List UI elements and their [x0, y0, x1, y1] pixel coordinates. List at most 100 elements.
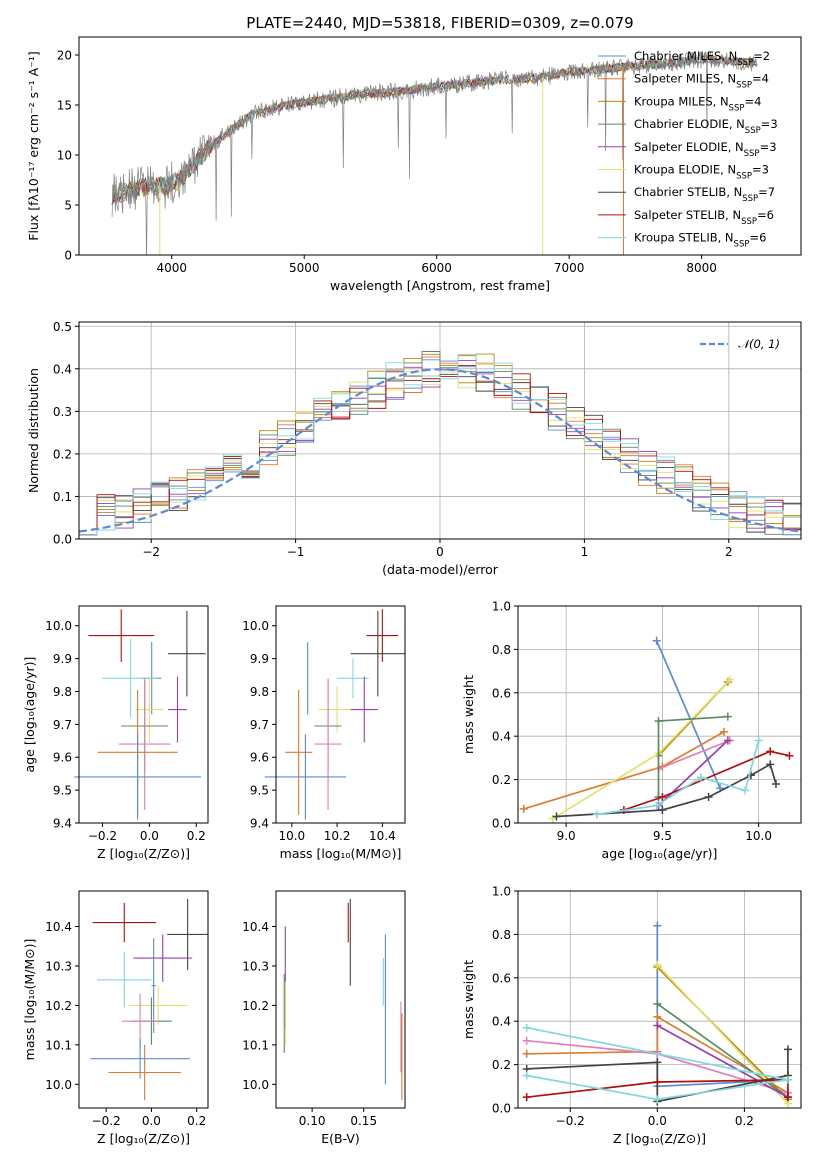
weight-line — [658, 739, 731, 770]
data-point — [350, 676, 378, 743]
y-tick-label: 0.4 — [53, 362, 72, 376]
weight-marker — [653, 960, 662, 969]
weight-marker — [725, 675, 734, 684]
y-tick-label: 9.9 — [250, 652, 269, 666]
y-tick-label: 1.0 — [492, 885, 511, 899]
weight-marker — [658, 792, 667, 801]
weight-marker — [653, 1021, 662, 1030]
y-tick-label: 10.1 — [45, 1038, 72, 1052]
weight-marker — [658, 805, 667, 814]
y-tick-label: 9.6 — [53, 751, 72, 765]
data-point — [168, 676, 187, 743]
panel-7: 0.10 0.15 10.0 10.1 10.2 10.3 10.4 E(B-V) — [242, 890, 406, 1146]
weight-marker — [653, 1077, 662, 1086]
weight-marker — [704, 792, 713, 801]
weight-line — [526, 1078, 789, 1099]
weight-marker — [783, 1093, 792, 1102]
y-tick-label: 0.8 — [492, 643, 511, 657]
y-axis-label: Flux [fλ10⁻¹⁷ erg cm⁻² s⁻¹ A⁻¹] — [26, 51, 41, 240]
weight-marker — [723, 712, 732, 721]
y-tick-label: 0.6 — [492, 971, 511, 985]
y-axis-label: mass weight — [461, 675, 476, 754]
legend: Chabrier MILES, NSSP=2 Salpeter MILES, NS… — [598, 49, 778, 250]
x-tick-label: 6000 — [421, 261, 452, 275]
y-tick-label: 9.7 — [250, 718, 269, 732]
legend-entry: Salpeter ELODIE, NSSP=3 — [634, 140, 777, 159]
x-axis-label: Z [log₁₀(Z/Z⊙)] — [97, 846, 190, 861]
y-tick-label: 10.4 — [45, 920, 72, 934]
weight-marker — [653, 1095, 662, 1104]
y-tick-label: 9.7 — [53, 718, 72, 732]
x-tick-label: 0.0 — [140, 829, 159, 843]
y-tick-label: 1.0 — [492, 600, 511, 614]
weight-line — [526, 1015, 789, 1094]
panel-3: −0.2 0.0 0.2 9.4 9.5 9.6 9.7 9.8 9.9 10.0 Z [log₁₀… — [22, 605, 209, 861]
data-point — [337, 658, 369, 699]
y-tick-label: 5 — [64, 199, 72, 213]
weight-marker — [522, 1071, 531, 1080]
gaussian-curve — [78, 368, 802, 533]
axes-frame — [517, 890, 802, 1109]
weight-marker — [754, 736, 763, 745]
x-tick-label: 0.2 — [735, 1114, 754, 1128]
weight-marker — [783, 1045, 792, 1054]
weight-marker — [766, 760, 775, 769]
y-tick-label: 10 — [57, 149, 72, 163]
legend-entry: Chabrier STELIB, NSSP=7 — [634, 185, 775, 204]
plot-area — [78, 351, 802, 536]
y-tick-label: 0.0 — [492, 1102, 511, 1116]
x-axis-label: Z [log₁₀(Z/Z⊙)] — [97, 1131, 190, 1146]
y-tick-label: 9.4 — [250, 817, 269, 831]
y-tick-label: 9.5 — [250, 784, 269, 798]
y-tick-label: 10.1 — [242, 1038, 269, 1052]
plot-area — [74, 609, 206, 820]
data-point — [92, 902, 156, 943]
weight-marker — [653, 1012, 662, 1021]
y-tick-label: 9.8 — [53, 685, 72, 699]
legend: 𝒩(0, 1) — [700, 337, 780, 351]
axes-frame — [275, 605, 406, 824]
y-axis-label: mass weight — [461, 960, 476, 1039]
y-tick-label: 20 — [57, 49, 72, 63]
data-point — [314, 678, 342, 810]
x-tick-label: 9.0 — [557, 829, 576, 843]
x-tick-label: −2 — [142, 545, 160, 559]
y-tick-label: 10.3 — [242, 959, 269, 973]
legend-entry: Kroupa ELODIE, NSSP=3 — [634, 163, 769, 182]
weight-marker — [723, 736, 732, 745]
x-tick-label: −0.2 — [88, 829, 117, 843]
legend-entry: Chabrier MILES, NSSP=2 — [634, 49, 770, 68]
chart-title: PLATE=2440, MJD=53818, FIBERID=0309, z=0… — [246, 14, 633, 32]
y-tick-label: 9.9 — [53, 652, 72, 666]
y-tick-label: 10.4 — [242, 920, 269, 934]
axes-frame — [275, 890, 406, 1109]
weight-marker — [652, 636, 661, 645]
legend-entry: 𝒩(0, 1) — [738, 337, 780, 351]
data-point — [168, 610, 206, 697]
plot-area — [519, 636, 794, 823]
weight-marker — [783, 1075, 792, 1084]
weight-marker — [552, 812, 561, 821]
data-point — [90, 1038, 190, 1079]
weight-marker — [652, 801, 661, 810]
x-tick-label: 5000 — [289, 261, 320, 275]
axes-frame — [78, 890, 209, 1109]
legend-entry: Kroupa MILES, NSSP=4 — [634, 94, 761, 113]
y-tick-label: 0.0 — [492, 817, 511, 831]
y-tick-label: 0.2 — [492, 1058, 511, 1072]
weight-line — [655, 640, 721, 789]
y-tick-label: 0.6 — [492, 686, 511, 700]
axes-frame — [78, 36, 802, 256]
y-tick-label: 10.2 — [242, 999, 269, 1013]
x-tick-label: 0.2 — [187, 829, 206, 843]
x-tick-label: 10.2 — [324, 829, 351, 843]
weight-marker — [766, 747, 775, 756]
panel-6: −0.2 0.0 0.2 10.0 10.1 10.2 10.3 10.4 Z [log₁₀(Z… — [22, 890, 209, 1146]
weight-marker — [592, 810, 601, 819]
x-axis-label: E(B-V) — [321, 1131, 360, 1146]
weight-marker — [654, 717, 663, 726]
y-tick-label: 10.2 — [45, 999, 72, 1013]
weight-line — [523, 731, 725, 810]
weight-marker — [771, 779, 780, 788]
y-tick-label: 9.4 — [53, 817, 72, 831]
